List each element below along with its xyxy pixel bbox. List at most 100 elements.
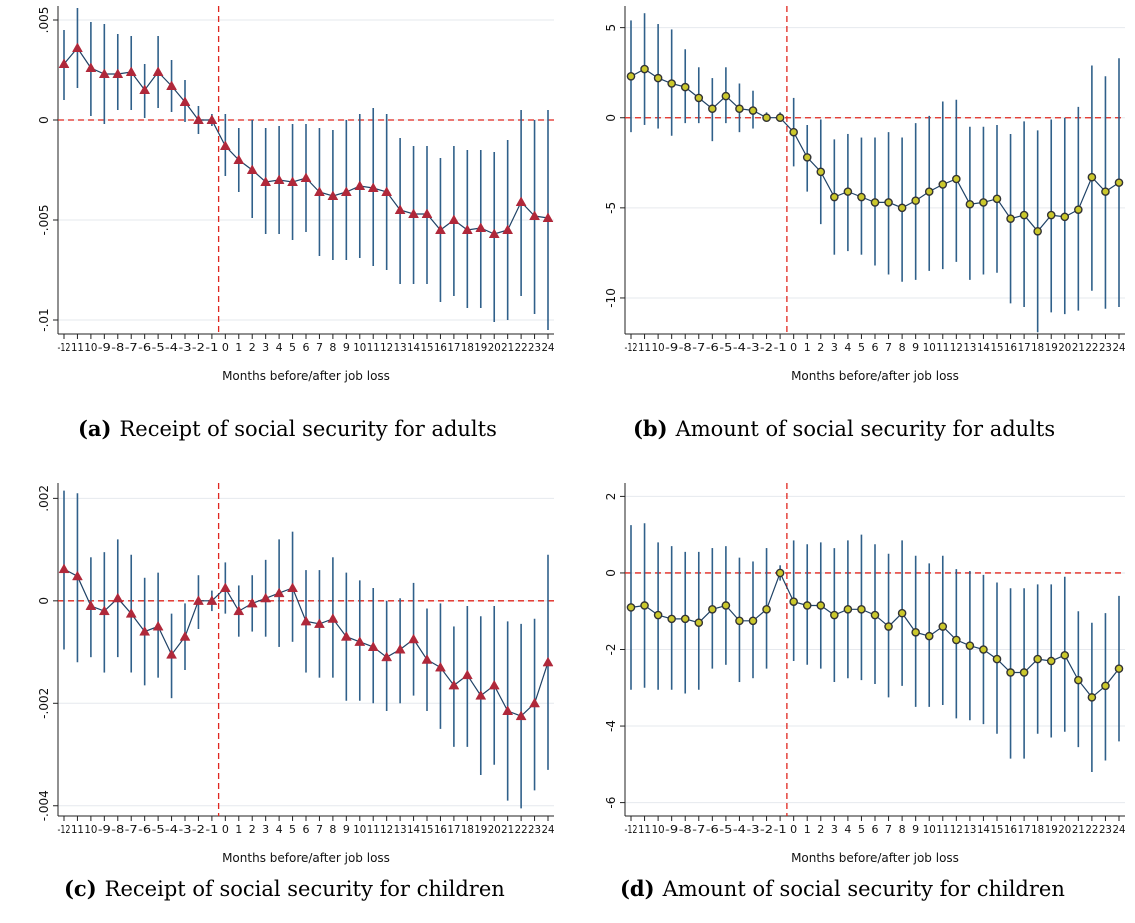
chart-panel-d: 2 0 -2 -4 -6 -12 11 10 -9 -8 -7 -6 -5 -4 -3 -2 -1 0 1 2 3 4 5 6… <box>567 465 1135 865</box>
x-tick-label: 20 <box>488 341 501 354</box>
data-point <box>85 600 97 610</box>
x-tick-label: 9 <box>343 823 350 836</box>
data-point <box>911 627 920 637</box>
x-tick-label: 10 <box>353 341 366 354</box>
x-tick-label: 0 <box>790 341 797 354</box>
data-point <box>98 605 110 616</box>
x-tick-label: -9 <box>665 823 678 836</box>
y-tick-label: 2 <box>604 493 618 501</box>
x-tick-label: 4 <box>276 823 283 836</box>
data-point <box>1033 226 1042 236</box>
x-tick-label: 11 <box>936 341 949 354</box>
y-tick-label: -4 <box>604 720 618 732</box>
data-point <box>381 651 393 662</box>
data-point <box>448 679 460 690</box>
x-tick-label: -1 <box>205 823 218 836</box>
x-tick-label: 21 <box>501 341 514 354</box>
x-tick-label: 17 <box>1018 823 1031 836</box>
data-point <box>748 616 758 626</box>
x-tick-label: 13 <box>963 341 976 354</box>
data-point <box>992 654 1002 664</box>
x-tick-label: 1 <box>235 341 242 354</box>
data-point <box>461 669 473 680</box>
x-tick-label: 3 <box>262 823 269 836</box>
data-point <box>952 635 961 645</box>
x-tick-label: 9 <box>912 341 919 354</box>
x-tick-label: 5 <box>858 823 865 836</box>
data-point <box>448 214 460 224</box>
data-point <box>233 154 245 164</box>
x-tick-label: 1 <box>235 823 242 836</box>
x-tick-label: 3 <box>262 341 269 354</box>
x-tick-label: 20 <box>1058 823 1071 836</box>
data-point <box>461 224 473 234</box>
data-point <box>640 601 649 610</box>
x-tick-label: 18 <box>461 341 474 354</box>
data-point <box>789 597 798 606</box>
x-tick-label: -9 <box>98 823 111 836</box>
x-tick-label: 13 <box>963 823 976 836</box>
data-point <box>884 622 893 631</box>
data-point <box>1046 656 1056 666</box>
x-tick-label: 8 <box>899 823 906 836</box>
data-point <box>139 626 151 636</box>
y-tick-label: -10 <box>604 288 618 308</box>
x-tick-label: 22 <box>515 341 528 354</box>
x-tick-label: -3 <box>747 341 760 354</box>
y-tick-label: .002 <box>37 485 51 512</box>
x-tick-label: 22 <box>1085 823 1098 836</box>
x-tick-label: 2 <box>817 341 824 354</box>
data-point <box>694 93 704 103</box>
caption-d-text: Amount of social security for children <box>662 877 1065 901</box>
data-point <box>287 176 298 186</box>
data-point <box>626 71 636 81</box>
x-tick-label: 20 <box>488 823 501 836</box>
y-tick-label: 0 <box>37 116 51 124</box>
x-tick-label: 5 <box>289 341 296 354</box>
x-tick-label: -8 <box>679 823 692 836</box>
x-tick-label: 21 <box>1072 341 1085 354</box>
x-tick-label: -9 <box>98 341 111 354</box>
data-point <box>246 164 258 174</box>
x-tick-label: 14 <box>407 823 420 836</box>
data-point <box>1101 187 1110 196</box>
data-point <box>897 203 907 213</box>
y-tick-label: -6 <box>604 797 618 809</box>
caption-b-label: (b) <box>633 416 668 441</box>
data-point <box>529 210 540 220</box>
data-point <box>735 616 744 626</box>
x-tick-label: 14 <box>977 341 990 354</box>
data-point <box>206 595 218 605</box>
y-tick-label: .005 <box>37 7 51 34</box>
x-tick-label: 11 <box>367 823 380 836</box>
data-point <box>802 601 812 610</box>
chart-panel-b: 5 0 -5 -10 -12 11 10 -9 -8 -7 -6 -5 -4 -3 -2 -1 0 1 2 3 4 5 6 7… <box>567 0 1135 400</box>
data-point <box>924 187 934 196</box>
x-tick-label: 18 <box>1031 823 1044 836</box>
data-point <box>179 96 191 106</box>
x-tick-label: 15 <box>421 823 434 836</box>
data-point <box>327 190 339 200</box>
data-point <box>775 113 785 123</box>
y-tick-label: -.005 <box>37 204 51 235</box>
x-tick-label: 20 <box>1058 341 1071 354</box>
data-point <box>408 633 419 644</box>
x-tick-label: -7 <box>692 341 705 354</box>
x-tick-label: -5 <box>152 823 165 836</box>
data-point <box>193 114 204 124</box>
data-point <box>721 91 731 101</box>
x-tick-label: -4 <box>733 823 746 836</box>
x-tick-label: 14 <box>407 341 420 354</box>
x-tick-label: 14 <box>977 823 990 836</box>
data-point <box>421 654 433 664</box>
data-point <box>708 104 717 114</box>
x-tick-label: 6 <box>872 341 879 354</box>
x-tick-label: 1 <box>804 341 811 354</box>
caption-c-text: Receipt of social security for children <box>104 877 505 901</box>
x-tick-label: 11 <box>71 341 84 354</box>
data-point <box>193 595 204 605</box>
x-axis-title: Months before/after job loss <box>791 369 959 383</box>
data-point <box>72 570 83 581</box>
x-tick-label: -3 <box>179 823 192 836</box>
